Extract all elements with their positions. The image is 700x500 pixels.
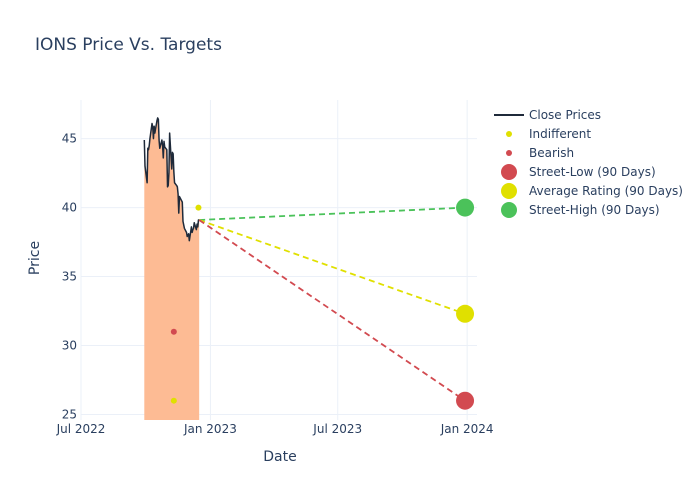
chart-title: IONS Price Vs. Targets bbox=[35, 35, 222, 55]
average-rating-projection-line bbox=[198, 219, 466, 315]
legend-label: Indifferent bbox=[529, 127, 591, 141]
x-tick-label: Jul 2023 bbox=[312, 422, 362, 436]
legend-label: Bearish bbox=[529, 146, 574, 160]
x-axis-title: Date bbox=[263, 449, 296, 465]
target-projections bbox=[198, 198, 475, 410]
bearish-rating-point bbox=[170, 328, 177, 335]
legend-label: Close Prices bbox=[529, 108, 601, 122]
y-tick-label: 40 bbox=[62, 201, 77, 215]
gridlines bbox=[80, 100, 477, 420]
legend-label: Street-High (90 Days) bbox=[529, 203, 660, 217]
legend-label: Street-Low (90 Days) bbox=[529, 165, 656, 179]
close-price-line bbox=[143, 117, 200, 242]
close-price-series bbox=[143, 117, 200, 242]
street-high-projection-line bbox=[199, 206, 466, 221]
average-rating-target-marker bbox=[456, 304, 475, 323]
street-low-projection-line bbox=[198, 219, 466, 402]
legend-marker-swatch bbox=[506, 150, 512, 156]
y-tick-label: 35 bbox=[62, 270, 77, 284]
y-tick-label: 45 bbox=[62, 132, 77, 146]
legend-marker-swatch bbox=[501, 202, 517, 218]
indifferent-rating-point bbox=[170, 397, 177, 404]
x-tick-label: Jan 2024 bbox=[440, 422, 494, 436]
indifferent-rating-point bbox=[195, 204, 202, 211]
legend-marker-swatch bbox=[506, 131, 512, 137]
legend: Close Prices Indifferent Bearish Street-Low… bbox=[494, 108, 683, 218]
y-axis-title: Price bbox=[27, 241, 43, 275]
close-price-fill bbox=[144, 117, 200, 421]
close-price-area bbox=[144, 117, 200, 421]
legend-marker-swatch bbox=[501, 164, 517, 180]
x-tick-label: Jan 2023 bbox=[183, 422, 237, 436]
street-low-target-marker bbox=[456, 391, 475, 410]
axis-ticks: 25 30 35 40 45 Jul 2022 Jan 2023 Jul 2023 Jan 20… bbox=[56, 132, 494, 436]
legend-marker-swatch bbox=[501, 183, 517, 199]
legend-label: Average Rating (90 Days) bbox=[529, 184, 683, 198]
rating-points bbox=[170, 204, 202, 404]
y-tick-label: 25 bbox=[62, 407, 77, 421]
x-tick-label: Jul 2022 bbox=[56, 422, 106, 436]
y-tick-label: 30 bbox=[62, 339, 77, 353]
street-high-target-marker bbox=[456, 198, 475, 217]
